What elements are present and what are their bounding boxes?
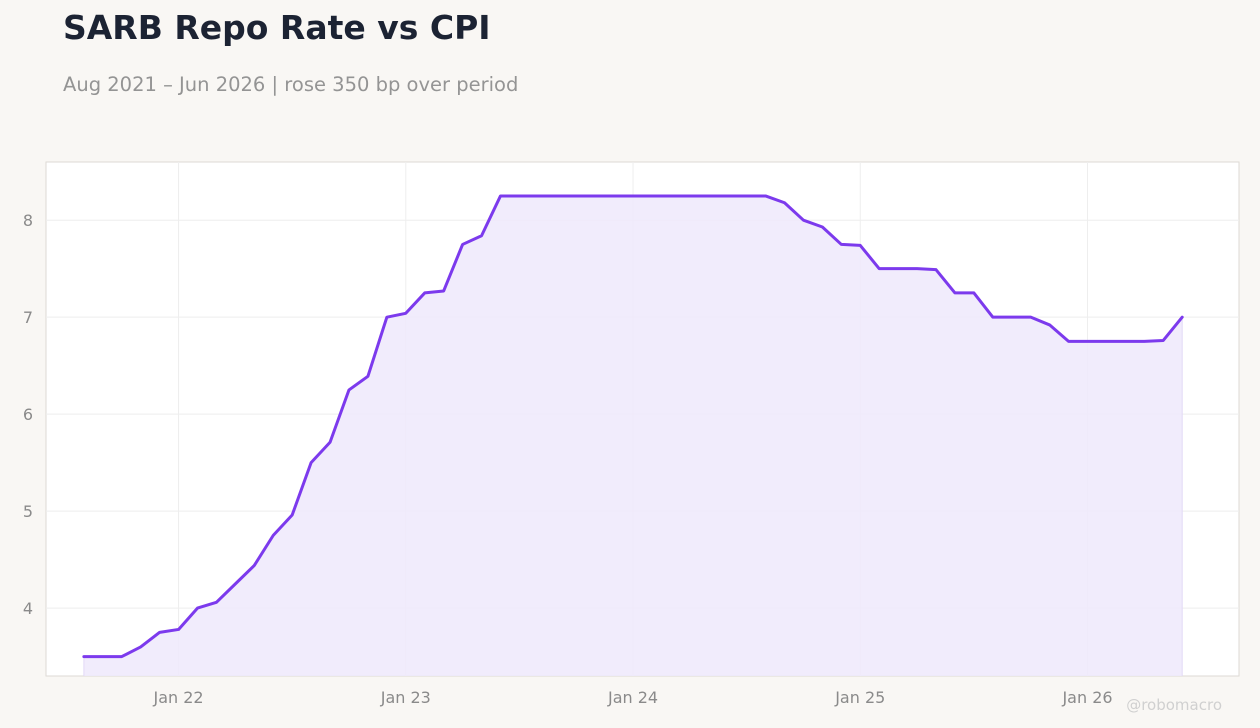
y-tick-label: 8 (23, 211, 33, 230)
x-tick-label: Jan 26 (1061, 688, 1112, 707)
x-tick-label: Jan 22 (153, 688, 204, 707)
chart-title: SARB Repo Rate vs CPI (63, 8, 491, 47)
y-tick-label: 6 (23, 405, 33, 424)
x-tick-label: Jan 25 (834, 688, 885, 707)
series-area (83, 195, 1183, 676)
series-line (82, 194, 1184, 659)
chart-subtitle: Aug 2021 – Jun 2026 | rose 350 bp over p… (63, 73, 519, 96)
y-tick-label: 5 (23, 502, 33, 521)
x-tick-label: Jan 24 (607, 688, 658, 707)
x-tick-label: Jan 23 (380, 688, 431, 707)
y-tick-label: 4 (23, 599, 33, 618)
y-tick-label: 7 (23, 308, 33, 327)
watermark: @robomacro (1126, 696, 1222, 714)
